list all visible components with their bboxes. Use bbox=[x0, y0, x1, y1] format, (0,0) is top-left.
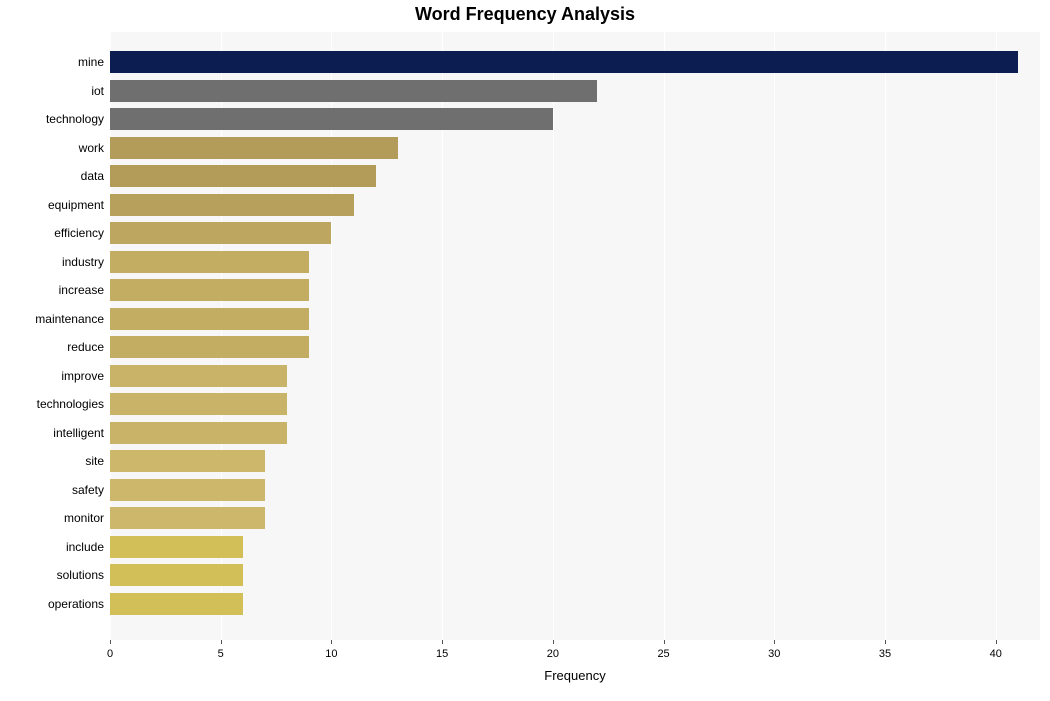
bar bbox=[110, 593, 243, 615]
bar bbox=[110, 137, 398, 159]
bar bbox=[110, 422, 287, 444]
grid-line bbox=[774, 32, 775, 640]
bar bbox=[110, 479, 265, 501]
bar bbox=[110, 336, 309, 358]
x-tick-label: 25 bbox=[649, 648, 679, 660]
y-category-label: increase bbox=[59, 283, 104, 297]
bar bbox=[110, 194, 354, 216]
x-tick-label: 20 bbox=[538, 648, 568, 660]
y-category-label: operations bbox=[48, 597, 104, 611]
x-tick-label: 0 bbox=[95, 648, 125, 660]
y-category-label: reduce bbox=[67, 340, 104, 354]
bar bbox=[110, 365, 287, 387]
bar bbox=[110, 507, 265, 529]
y-category-label: solutions bbox=[57, 568, 104, 582]
x-tick-mark bbox=[664, 640, 665, 644]
bar bbox=[110, 564, 243, 586]
x-tick-mark bbox=[221, 640, 222, 644]
y-category-label: maintenance bbox=[35, 312, 104, 326]
bar bbox=[110, 393, 287, 415]
x-axis-label: Frequency bbox=[110, 668, 1040, 683]
bar bbox=[110, 308, 309, 330]
bar bbox=[110, 279, 309, 301]
x-tick-mark bbox=[553, 640, 554, 644]
bar bbox=[110, 51, 1018, 73]
x-tick-label: 10 bbox=[316, 648, 346, 660]
y-category-label: technologies bbox=[37, 397, 104, 411]
y-category-label: iot bbox=[91, 84, 104, 98]
y-category-label: safety bbox=[72, 483, 104, 497]
y-category-label: technology bbox=[46, 112, 104, 126]
bar bbox=[110, 536, 243, 558]
x-tick-label: 35 bbox=[870, 648, 900, 660]
y-category-label: efficiency bbox=[54, 226, 104, 240]
y-category-label: industry bbox=[62, 255, 104, 269]
grid-line bbox=[885, 32, 886, 640]
y-category-label: equipment bbox=[48, 198, 104, 212]
x-tick-label: 15 bbox=[427, 648, 457, 660]
chart-title: Word Frequency Analysis bbox=[0, 4, 1050, 25]
x-tick-mark bbox=[331, 640, 332, 644]
x-tick-mark bbox=[996, 640, 997, 644]
plot-area bbox=[110, 32, 1040, 640]
x-tick-label: 40 bbox=[981, 648, 1011, 660]
y-category-label: site bbox=[85, 454, 104, 468]
grid-line bbox=[553, 32, 554, 640]
bar bbox=[110, 108, 553, 130]
bar bbox=[110, 251, 309, 273]
x-tick-label: 5 bbox=[206, 648, 236, 660]
x-tick-mark bbox=[885, 640, 886, 644]
bar bbox=[110, 222, 331, 244]
x-tick-mark bbox=[442, 640, 443, 644]
grid-line bbox=[996, 32, 997, 640]
bar bbox=[110, 80, 597, 102]
y-category-label: data bbox=[81, 169, 104, 183]
bar bbox=[110, 165, 376, 187]
y-category-label: monitor bbox=[64, 511, 104, 525]
y-category-label: mine bbox=[78, 55, 104, 69]
x-tick-mark bbox=[110, 640, 111, 644]
chart-container: Word Frequency Analysis Frequency 0 5 10 15… bbox=[0, 0, 1050, 701]
y-category-label: intelligent bbox=[53, 426, 104, 440]
x-tick-mark bbox=[774, 640, 775, 644]
grid-line bbox=[664, 32, 665, 640]
y-category-label: improve bbox=[61, 369, 104, 383]
x-tick-label: 30 bbox=[759, 648, 789, 660]
bar bbox=[110, 450, 265, 472]
y-category-label: include bbox=[66, 540, 104, 554]
y-category-label: work bbox=[79, 141, 104, 155]
